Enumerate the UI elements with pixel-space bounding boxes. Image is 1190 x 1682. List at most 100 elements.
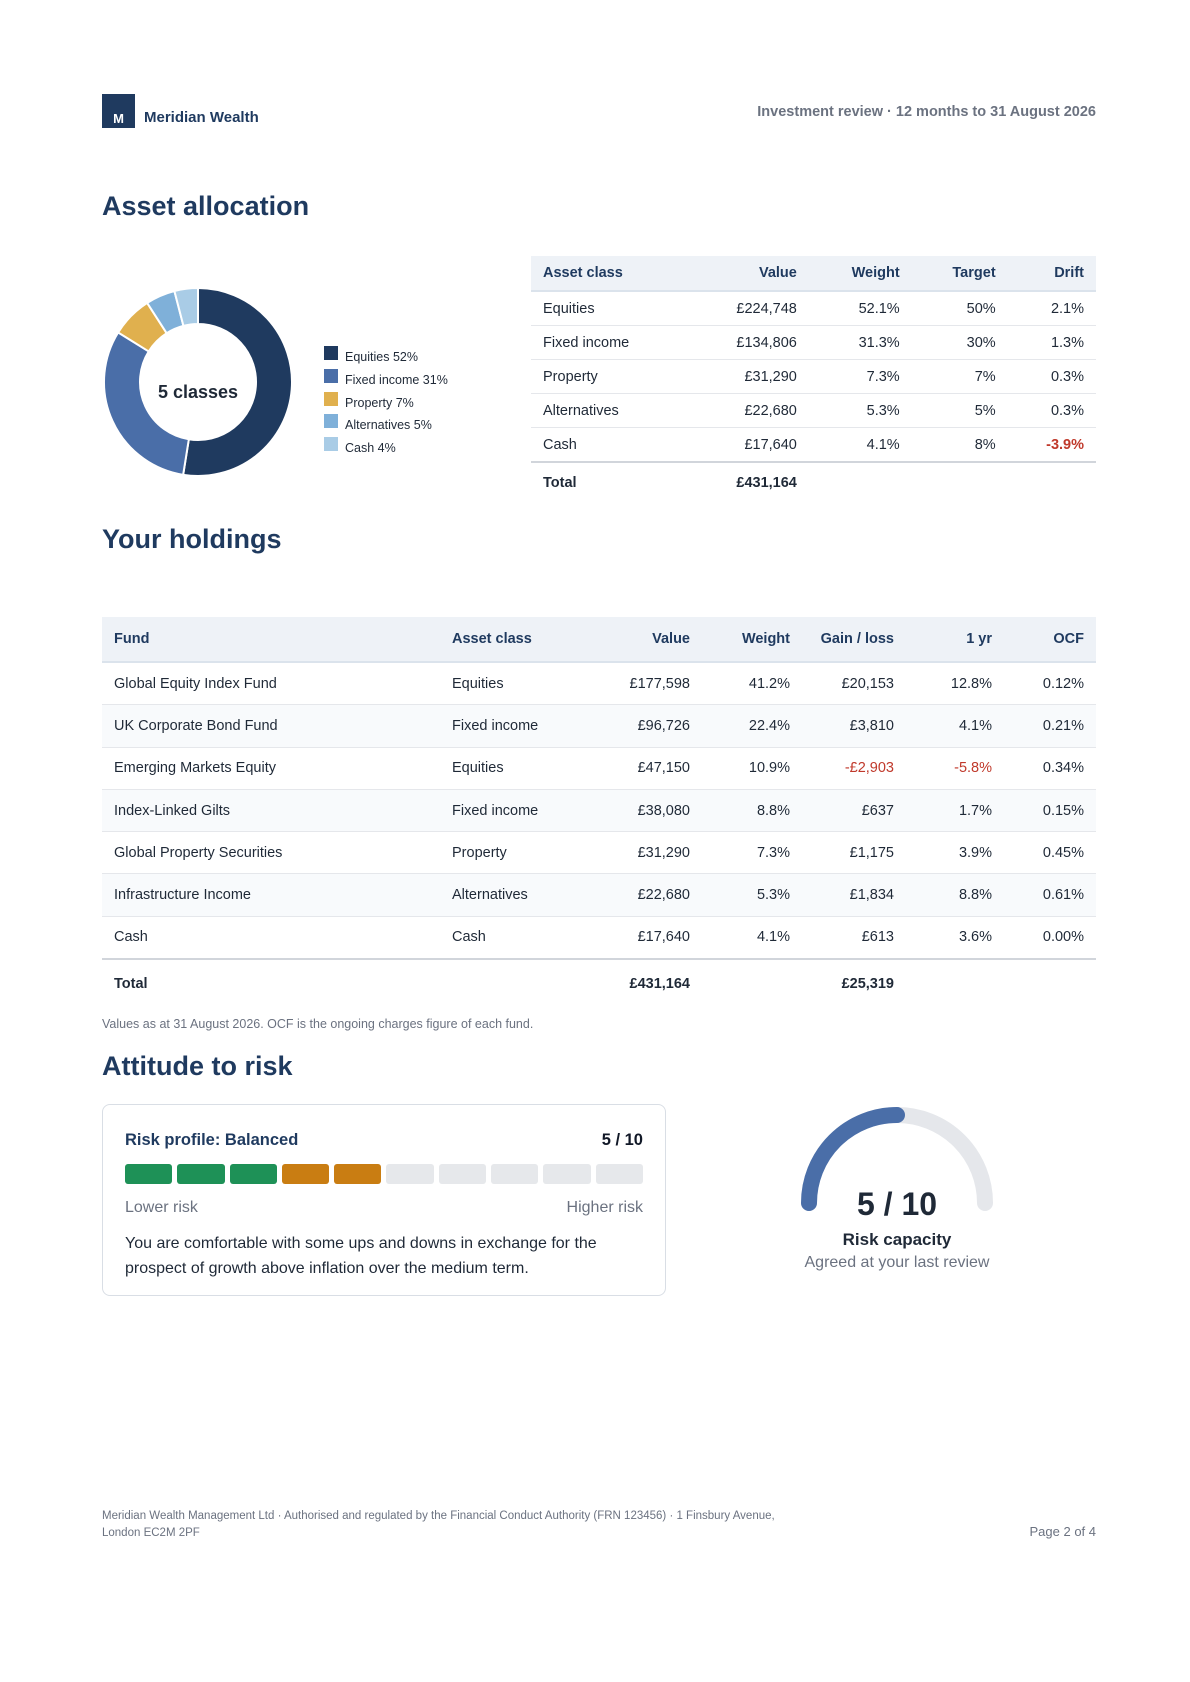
report-page: M Meridian Wealth Investment review · 12… (102, 0, 1096, 1682)
legend-item: Equities 52% (324, 346, 448, 369)
risk-scale: Lower risk Higher risk (125, 1199, 643, 1217)
table-row: Equities £224,748 52.1% 50% 2.1% (531, 291, 1096, 326)
cell-1yr: 1.7% (906, 789, 1004, 833)
cell-value: £22,680 (688, 393, 809, 428)
table-total-row: Total £431,164 £25,319 (102, 958, 1096, 1009)
report-title: Investment review · 12 months to 31 Augu… (757, 104, 1096, 120)
legend-label: Cash 4% (345, 441, 396, 456)
cell-weight: 41.2% (702, 662, 802, 706)
cell-asset: Fixed income (531, 325, 689, 360)
total-value: £431,164 (590, 958, 702, 1009)
cell-1yr: 8.8% (906, 873, 1004, 917)
column-header-asset-class: Asset class (440, 617, 590, 663)
cell-asset: Property (440, 831, 590, 875)
donut-slice-cash (173, 288, 199, 328)
cell-value: £134,806 (688, 325, 809, 360)
cell-value: £31,290 (688, 359, 809, 394)
cell-asset: Cash (440, 916, 590, 960)
cell-fund: Global Property Securities (102, 831, 440, 875)
legend-item: Alternatives 5% (324, 414, 448, 437)
cell-target: 50% (911, 291, 1008, 326)
cell-asset: Fixed income (440, 704, 590, 748)
cell-gain: £613 (802, 916, 906, 960)
table-row: Alternatives £22,680 5.3% 5% 0.3% (531, 393, 1096, 428)
cell-weight: 8.8% (702, 789, 802, 833)
risk-segment-empty (595, 1164, 643, 1184)
allocation-donut-chart: 5 classes Equities 52% Fixed income 31% … (102, 288, 522, 518)
column-header-ocf: OCF (1004, 617, 1096, 663)
risk-segment-empty (438, 1164, 487, 1184)
allocation-table: Asset class Value Weight Target Drift Eq… (531, 256, 1096, 502)
holdings-table: Fund Asset class Value Weight Gain / los… (102, 617, 1096, 1009)
cell-ocf: 0.21% (1004, 704, 1096, 748)
risk-segment-filled (177, 1164, 225, 1184)
cell-gain: £20,153 (802, 662, 906, 706)
brand-logo: M (102, 94, 135, 128)
cell-drift: 0.3% (1007, 359, 1096, 394)
cell-weight: 22.4% (702, 704, 802, 748)
cell-drift: 1.3% (1007, 325, 1096, 360)
gauge-value: 5 / 10 (856, 1186, 938, 1222)
table-row: UK Corporate Bond Fund Fixed income £96,… (102, 704, 1096, 748)
risk-score: 5 / 10 (601, 1131, 643, 1149)
cell-target: 7% (911, 359, 1008, 394)
column-header-weight: Weight (702, 617, 802, 663)
cell-ocf: 0.45% (1004, 831, 1096, 875)
legend-label: Fixed income 31% (345, 373, 448, 388)
cell-drift: 0.3% (1007, 393, 1096, 428)
risk-segment-empty (543, 1164, 591, 1184)
legend-swatch (324, 346, 338, 361)
risk-segment-filled (229, 1164, 277, 1184)
allocation-heading: Asset allocation (102, 191, 310, 221)
total-label: Total (531, 461, 689, 502)
cell-weight: 31.3% (808, 325, 912, 360)
column-header-weight: Weight (808, 256, 912, 292)
table-row: Property £31,290 7.3% 7% 0.3% (531, 359, 1096, 394)
cell-fund: Global Equity Index Fund (102, 662, 440, 706)
table-row: Cash Cash £17,640 4.1% £613 3.6% 0.00% (102, 916, 1096, 960)
risk-profile-label: Risk profile: Balanced (125, 1131, 299, 1149)
column-header-gain-loss: Gain / loss (802, 617, 906, 663)
cell-asset: Cash (531, 427, 689, 463)
cell-1yr: 3.6% (906, 916, 1004, 960)
brand: M Meridian Wealth (102, 94, 259, 128)
column-header-asset-class: Asset class (531, 256, 689, 292)
cell-value: £17,640 (688, 427, 809, 463)
cell-asset: Fixed income (440, 789, 590, 833)
cell-gain: £637 (802, 789, 906, 833)
page-number: Page 2 of 4 (1029, 1524, 1097, 1539)
risk-high-label: Higher risk (566, 1199, 643, 1216)
table-total-row: Total £431,164 (531, 461, 1096, 502)
table-row: Global Property Securities Property £31,… (102, 831, 1096, 875)
cell-asset: Equities (440, 662, 590, 706)
legend-swatch (324, 391, 338, 406)
legend-item: Fixed income 31% (324, 369, 448, 392)
cell-1yr: 4.1% (906, 704, 1004, 748)
risk-segment-empty (386, 1164, 434, 1184)
gauge-fill (801, 1107, 905, 1211)
risk-level-bar (125, 1164, 643, 1184)
cell-weight: 7.3% (808, 359, 912, 394)
donut-slice-equities (182, 288, 293, 477)
cell-value: £224,748 (688, 291, 809, 326)
risk-profile-card: Risk profile: Balanced 5 / 10 Lower risk… (102, 1104, 666, 1296)
table-row: Infrastructure Income Alternatives £22,6… (102, 873, 1096, 917)
cell-value: £22,680 (590, 873, 702, 917)
cell-weight: 4.1% (808, 427, 912, 463)
cell-1yr-negative: -5.8% (906, 747, 1004, 790)
cell-ocf: 0.12% (1004, 662, 1096, 706)
column-header-target: Target (911, 256, 1008, 292)
cell-gain-negative: -£2,903 (802, 747, 906, 790)
cell-ocf: 0.61% (1004, 873, 1096, 917)
cell-gain: £1,175 (802, 831, 906, 875)
gauge-label: Risk capacity (842, 1230, 952, 1249)
column-header-value: Value (590, 617, 702, 663)
cell-weight: 5.3% (702, 873, 802, 917)
cell-drift: 2.1% (1007, 291, 1096, 326)
risk-heading: Attitude to risk (102, 1051, 293, 1081)
cell-fund: Cash (102, 916, 440, 960)
table-row: Emerging Markets Equity Equities £47,150… (102, 747, 1096, 790)
cell-target: 8% (911, 427, 1008, 463)
column-header-1yr: 1 yr (906, 617, 1004, 663)
table-row: Global Equity Index Fund Equities £177,5… (102, 662, 1096, 706)
